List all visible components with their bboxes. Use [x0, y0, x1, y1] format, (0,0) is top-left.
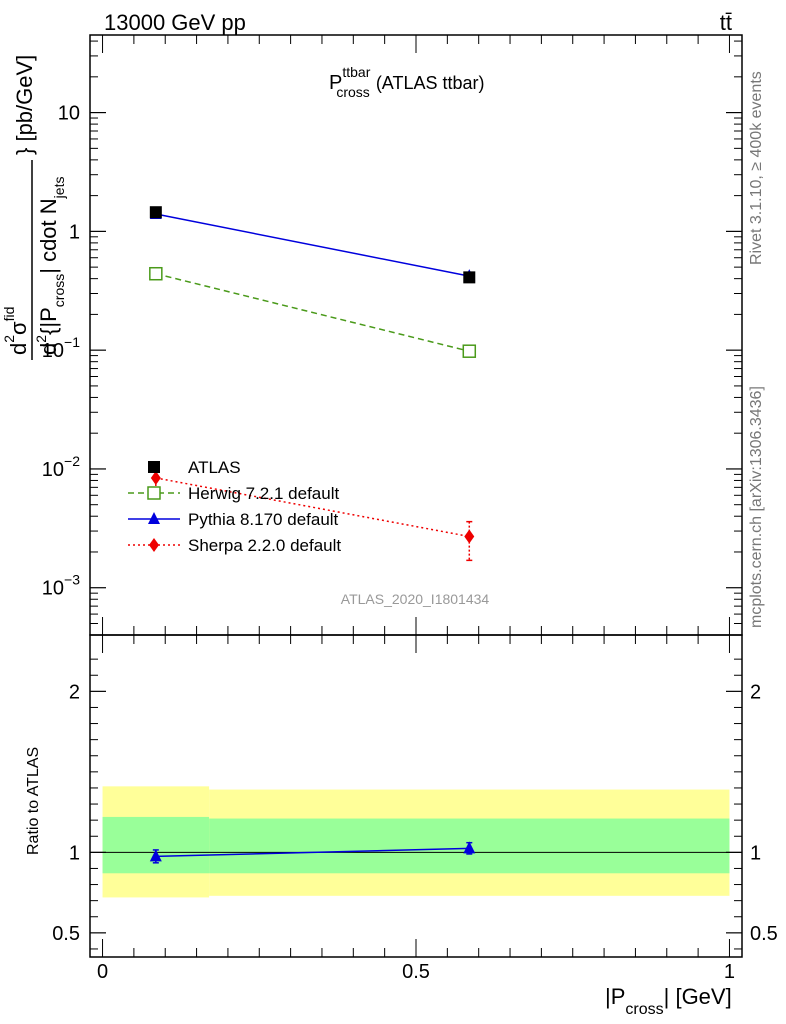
series-line-1 [155, 273, 470, 352]
series-line-2 [155, 213, 470, 277]
y-axis-label: d2σfid d2{|Pcross| cdot Njets } [pb/GeV] [1, 55, 67, 360]
ratio-point-0 [149, 849, 162, 862]
rivet-label: Rivet 3.1.10, ≥ 400k events [748, 71, 765, 265]
analysis-tag: ATLAS_2020_I1801434 [341, 591, 490, 607]
ratio-y-tick-label-0: 0.5 [52, 923, 80, 945]
y-tick-label-0: 10−3 [42, 572, 80, 600]
ratio-y-tick-label-right-0: 0.5 [750, 923, 778, 945]
legend-marker-0 [148, 461, 160, 473]
series-line-3 [155, 477, 470, 538]
data-point-1-0 [149, 266, 163, 281]
ratio-bands [90, 786, 742, 898]
data-point-1-1 [462, 344, 477, 358]
main-series [149, 206, 477, 562]
ratio-y-label: Ratio to ATLAS [25, 747, 42, 855]
svg-text:d2σfid: d2σfid [1, 307, 31, 355]
data-point-0-0 [149, 206, 162, 219]
ratio-y-tick-label-1: 1 [69, 842, 80, 864]
ratio-point-1 [463, 841, 476, 854]
ratio-series [149, 841, 476, 864]
y-tick-label-3: 1 [69, 221, 80, 243]
y-tick-label-1: 10−2 [42, 453, 80, 481]
legend-marker-2 [148, 512, 160, 524]
y-tick-label-4: 10 [58, 103, 80, 125]
legend-marker-3 [149, 538, 159, 552]
ratio-y-tick-label-right-2: 2 [750, 681, 761, 703]
svg-text:} [pb/GeV]: } [pb/GeV] [12, 55, 37, 155]
data-point-0-1 [463, 271, 476, 284]
y-tick-label-2: 10−1 [42, 334, 80, 362]
plot-title: Pttbar cross (ATLAS ttbar) [329, 64, 485, 100]
legend-label-0: ATLAS [188, 458, 241, 477]
data-point-3-1 [464, 529, 475, 544]
legend-label-1: Herwig 7.2.1 default [188, 484, 339, 503]
header-left: 13000 GeV pp [104, 10, 246, 35]
legend-label-2: Pythia 8.170 default [188, 510, 339, 529]
ratio-band-green-0 [102, 816, 210, 874]
legend: ATLAS Herwig 7.2.1 default Pythia 8.170 de… [128, 458, 341, 555]
axis-ticks: 10−3 10−2 10−1 1 10 0.5 0.5 1 1 2 2 0 0.5 1 [42, 35, 778, 983]
svg-text:d2{|Pcross| cdot Njets: d2{|Pcross| cdot Njets [33, 177, 67, 355]
mcplots-label: mcplots.cern.ch [arXiv:1306.3436] [748, 386, 765, 628]
legend-marker-1 [147, 486, 161, 500]
ratio-y-tick-label-2: 2 [69, 681, 80, 703]
x-tick-label-0: 0 [97, 961, 108, 983]
legend-label-3: Sherpa 2.2.0 default [188, 536, 341, 555]
ratio-line-0 [155, 847, 470, 858]
header-right: tt̄ [720, 10, 732, 35]
x-axis-label: |Pcross| [GeV] [605, 984, 732, 1018]
x-tick-label-1: 0.5 [402, 961, 430, 983]
data-point-3-0 [150, 470, 161, 485]
x-tick-label-2: 1 [724, 961, 735, 983]
ratio-y-tick-label-right-1: 1 [750, 842, 761, 864]
